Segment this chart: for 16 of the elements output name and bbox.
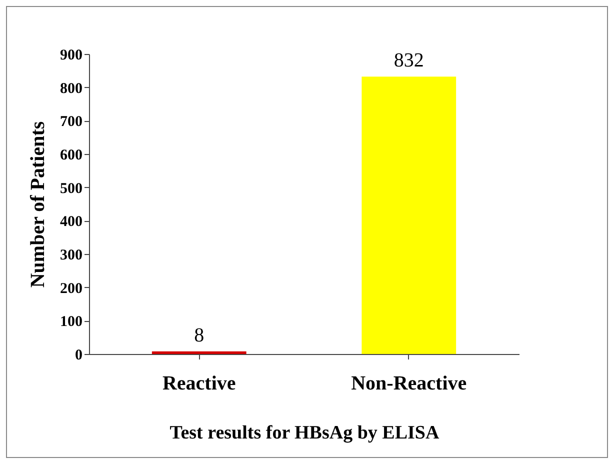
data-label: 8 [194,324,204,346]
x-tick-label: Reactive [162,372,236,394]
y-tick-label: 200 [60,280,82,297]
y-tick-label: 900 [60,48,82,64]
y-tick-label: 500 [60,180,82,197]
y-tick-label: 700 [60,114,82,130]
data-label: 832 [394,50,424,72]
x-axis-title: Test results for HBsAg by ELISA [170,422,440,444]
y-tick-label: 100 [60,314,82,330]
y-tick-label: 400 [60,214,82,230]
y-tick-label: 600 [60,148,82,164]
y-axis-title: Number of Patients [27,121,49,288]
y-tick-label: 0 [75,348,82,364]
y-tick-label: 300 [60,248,82,264]
x-tick-label: Non-Reactive [351,372,467,394]
y-tick-label: 800 [60,80,82,97]
